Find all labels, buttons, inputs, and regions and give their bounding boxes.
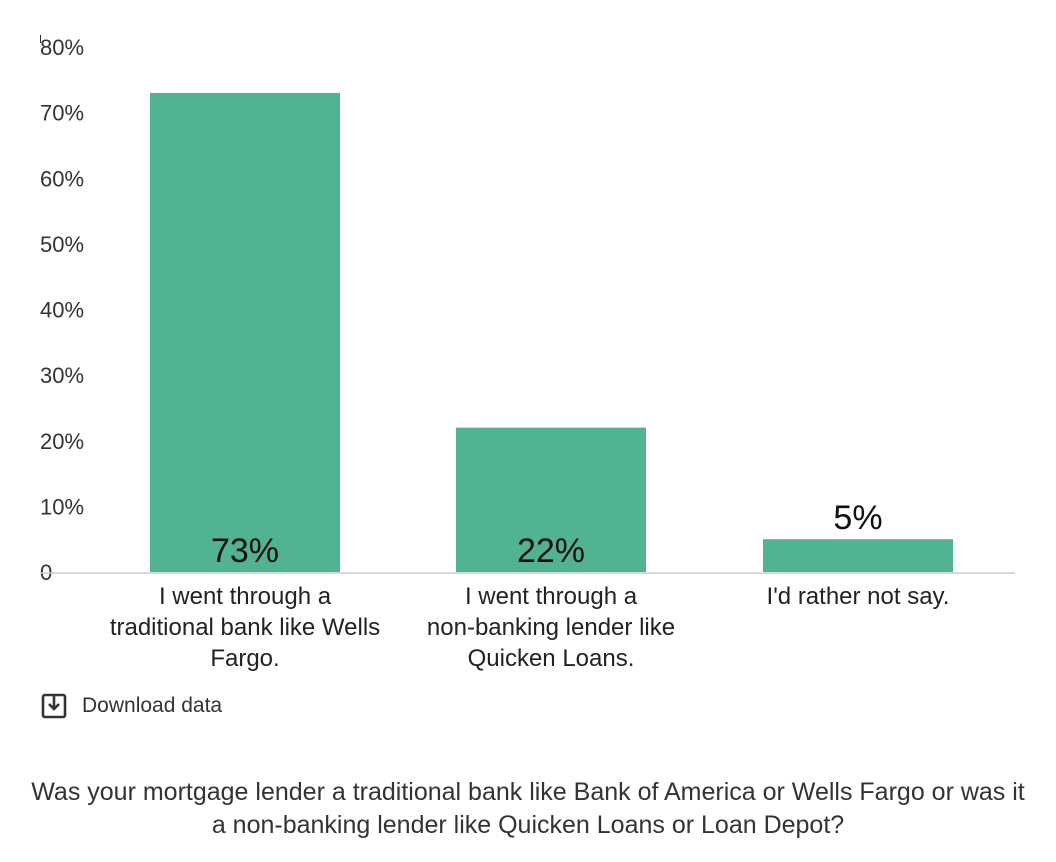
data-label: 73%: [211, 532, 279, 570]
x-tick-label: I went through a: [159, 583, 332, 610]
x-tick-label: traditional bank like Wells: [110, 614, 380, 641]
bar[interactable]: [150, 92, 340, 572]
y-tick-label: 20%: [40, 429, 84, 454]
y-tick-label: 70%: [40, 101, 84, 126]
y-tick-label: 80%: [40, 35, 84, 60]
chart-caption: Was your mortgage lender a traditional b…: [31, 778, 1025, 839]
y-tick-label: 40%: [40, 298, 84, 323]
y-tick-label: 50%: [40, 232, 84, 257]
x-tick-label: Quicken Loans.: [468, 645, 635, 672]
download-data-label: Download data: [82, 694, 223, 717]
bar[interactable]: [456, 427, 646, 572]
data-label: 5%: [833, 499, 882, 537]
bar-chart: 010%20%30%40%50%60%70%80%73%I went throu…: [40, 35, 1015, 672]
x-tick-label: I went through a: [465, 583, 638, 610]
bar[interactable]: [763, 539, 953, 572]
download-icon: [40, 692, 68, 720]
x-tick-label: I'd rather not say.: [767, 583, 950, 610]
y-tick-label: 30%: [40, 363, 84, 388]
x-tick-label: Fargo.: [210, 645, 279, 672]
download-data-button[interactable]: Download data: [40, 690, 222, 722]
data-label: 22%: [517, 532, 585, 570]
y-tick-label: 60%: [40, 166, 84, 191]
y-tick-label: 10%: [40, 494, 84, 519]
x-tick-label: non-banking lender like: [427, 614, 675, 641]
